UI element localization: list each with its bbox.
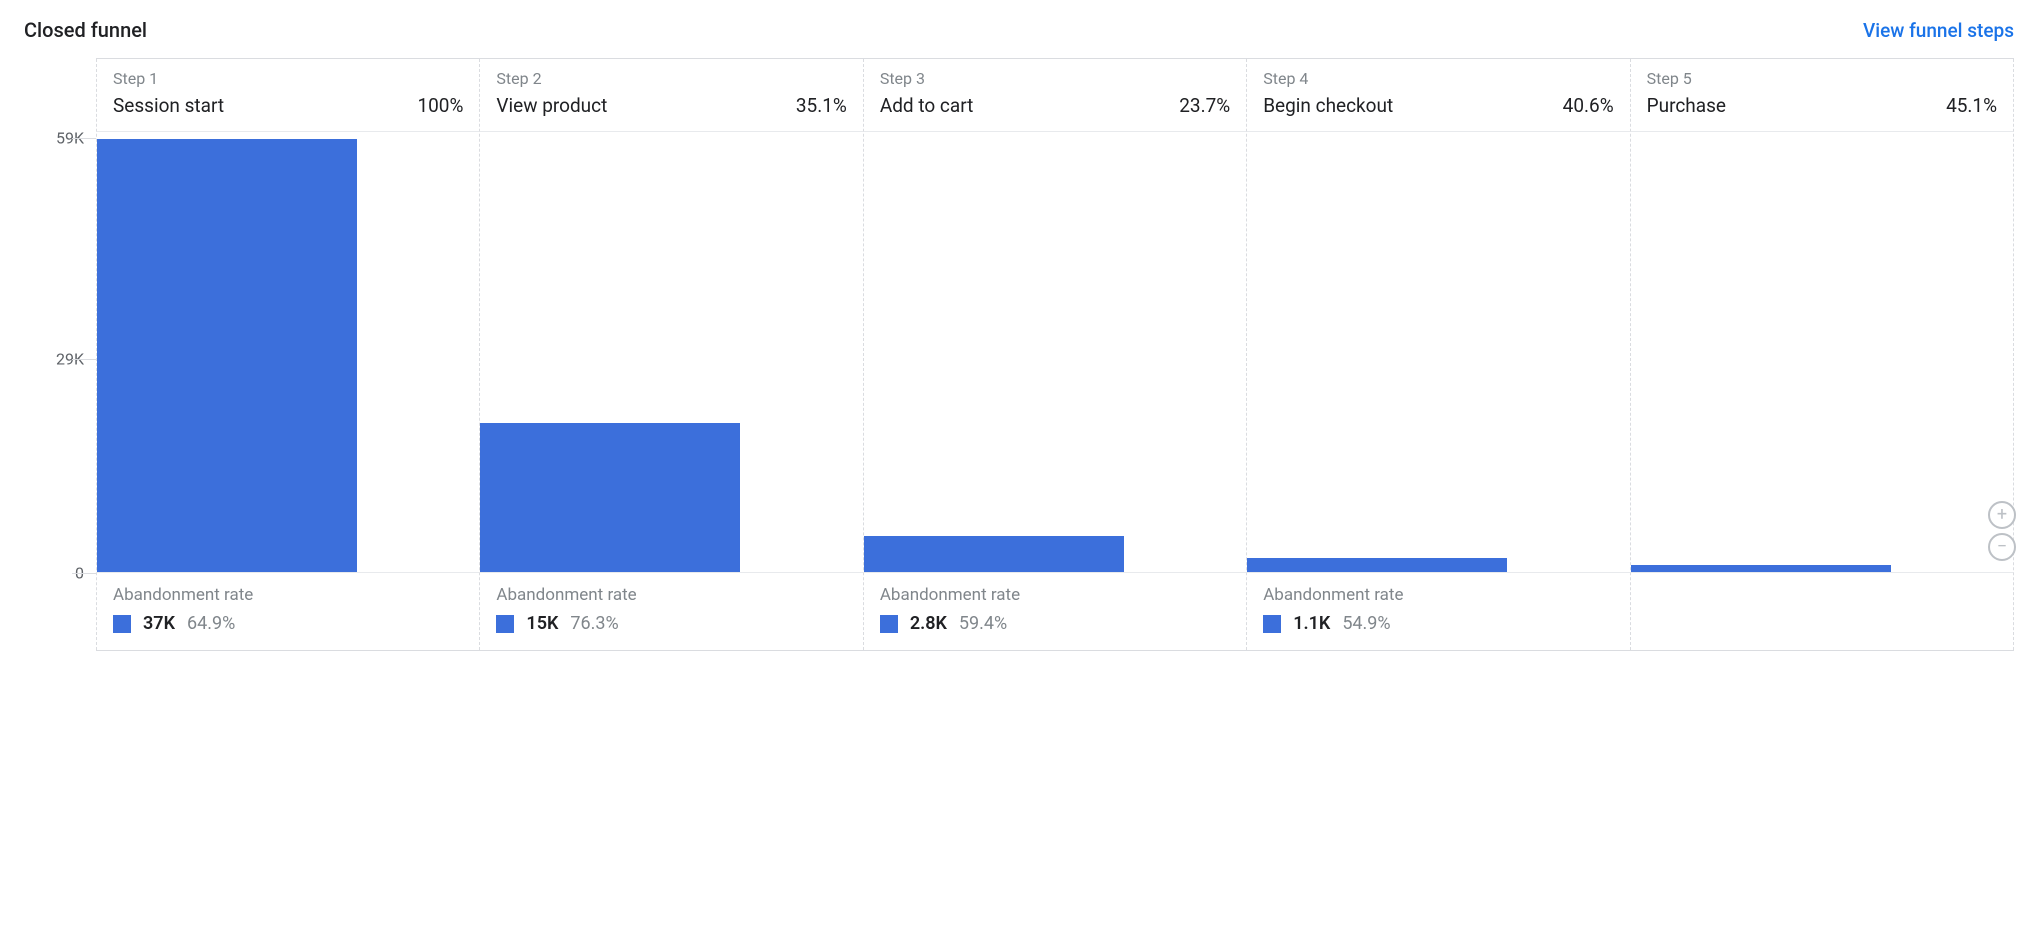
chart-area — [864, 132, 1246, 572]
step-name: Session start — [113, 94, 224, 117]
step-conversion-pct: 40.6% — [1563, 94, 1614, 117]
abandonment-row: 1.1K 54.9% — [1263, 613, 1613, 634]
step-title-row: Add to cart 23.7% — [880, 94, 1230, 117]
funnel-bar — [1247, 558, 1507, 572]
step-footer: Abandonment rate 2.8K 59.4% — [864, 572, 1246, 650]
funnel-bar — [480, 423, 740, 572]
step-title-row: Session start 100% — [113, 94, 463, 117]
step-name: Add to cart — [880, 94, 974, 117]
y-axis: 59K29K0 — [24, 138, 96, 573]
step-title-row: Purchase 45.1% — [1647, 94, 1997, 117]
step-name: View product — [496, 94, 607, 117]
funnel-step-column: Step 4 Begin checkout 40.6% Abandonment rat… — [1246, 59, 1629, 650]
funnel-step-column: Step 3 Add to cart 23.7% Abandonment rate 2.… — [863, 59, 1246, 650]
y-tick-line — [72, 359, 96, 360]
funnel-bar — [864, 536, 1124, 572]
chart-area — [480, 132, 862, 572]
chart-area — [1631, 132, 2013, 572]
abandonment-pct: 64.9% — [187, 613, 235, 634]
chart-area — [1247, 132, 1629, 572]
funnel-step-column: Step 5 Purchase 45.1% — [1630, 59, 2014, 650]
abandonment-label: Abandonment rate — [496, 585, 846, 605]
step-footer: Abandonment rate 1.1K 54.9% — [1247, 572, 1629, 650]
abandonment-row: 37K 64.9% — [113, 613, 463, 634]
abandonment-count: 1.1K — [1293, 613, 1330, 634]
funnel-grid: Step 1 Session start 100% Abandonment rate 3… — [96, 58, 2014, 651]
step-header: Step 4 Begin checkout 40.6% — [1247, 59, 1629, 132]
step-conversion-pct: 100% — [417, 94, 463, 117]
abandonment-label: Abandonment rate — [880, 585, 1230, 605]
zoom-out-button[interactable]: − — [1988, 533, 2016, 561]
funnel-bar — [1631, 565, 1891, 572]
step-footer: Abandonment rate 15K 76.3% — [480, 572, 862, 650]
step-conversion-pct: 45.1% — [1946, 94, 1997, 117]
zoom-controls: + − — [1988, 501, 2016, 561]
step-header: Step 1 Session start 100% — [97, 59, 479, 132]
step-footer: Abandonment rate 37K 64.9% — [97, 572, 479, 650]
abandonment-label: Abandonment rate — [113, 585, 463, 605]
step-conversion-pct: 23.7% — [1179, 94, 1230, 117]
abandonment-row: 2.8K 59.4% — [880, 613, 1230, 634]
page-title: Closed funnel — [24, 18, 147, 42]
chart-area — [97, 132, 479, 572]
step-title-row: Begin checkout 40.6% — [1263, 94, 1613, 117]
abandonment-pct: 59.4% — [959, 613, 1007, 634]
abandonment-row: 15K 76.3% — [496, 613, 846, 634]
funnel-chart: 59K29K0 Step 1 Session start 100% Abandonme… — [24, 58, 2014, 651]
step-title-row: View product 35.1% — [496, 94, 846, 117]
step-header: Step 3 Add to cart 23.7% — [864, 59, 1246, 132]
zoom-in-button[interactable]: + — [1988, 501, 2016, 529]
abandonment-count: 15K — [526, 613, 558, 634]
abandonment-count: 2.8K — [910, 613, 947, 634]
step-name: Begin checkout — [1263, 94, 1393, 117]
header-row: Closed funnel View funnel steps — [24, 18, 2014, 42]
step-number-label: Step 5 — [1647, 69, 1997, 88]
step-name: Purchase — [1647, 94, 1726, 117]
abandonment-pct: 54.9% — [1342, 613, 1390, 634]
funnel-step-column: Step 2 View product 35.1% Abandonment rate 1… — [479, 59, 862, 650]
y-tick-line — [72, 573, 96, 574]
series-swatch-icon — [496, 615, 514, 633]
step-number-label: Step 4 — [1263, 69, 1613, 88]
funnel-step-column: Step 1 Session start 100% Abandonment rate 3… — [96, 59, 479, 650]
abandonment-label: Abandonment rate — [1263, 585, 1613, 605]
step-footer — [1631, 572, 2013, 650]
view-funnel-steps-link[interactable]: View funnel steps — [1863, 19, 2014, 42]
step-header: Step 5 Purchase 45.1% — [1631, 59, 2013, 132]
step-number-label: Step 2 — [496, 69, 846, 88]
step-number-label: Step 1 — [113, 69, 463, 88]
abandonment-count: 37K — [143, 613, 175, 634]
series-swatch-icon — [1263, 615, 1281, 633]
step-header: Step 2 View product 35.1% — [480, 59, 862, 132]
step-conversion-pct: 35.1% — [796, 94, 847, 117]
y-tick-line — [72, 138, 96, 139]
series-swatch-icon — [880, 615, 898, 633]
abandonment-pct: 76.3% — [570, 613, 618, 634]
funnel-bar — [97, 139, 357, 572]
step-number-label: Step 3 — [880, 69, 1230, 88]
series-swatch-icon — [113, 615, 131, 633]
